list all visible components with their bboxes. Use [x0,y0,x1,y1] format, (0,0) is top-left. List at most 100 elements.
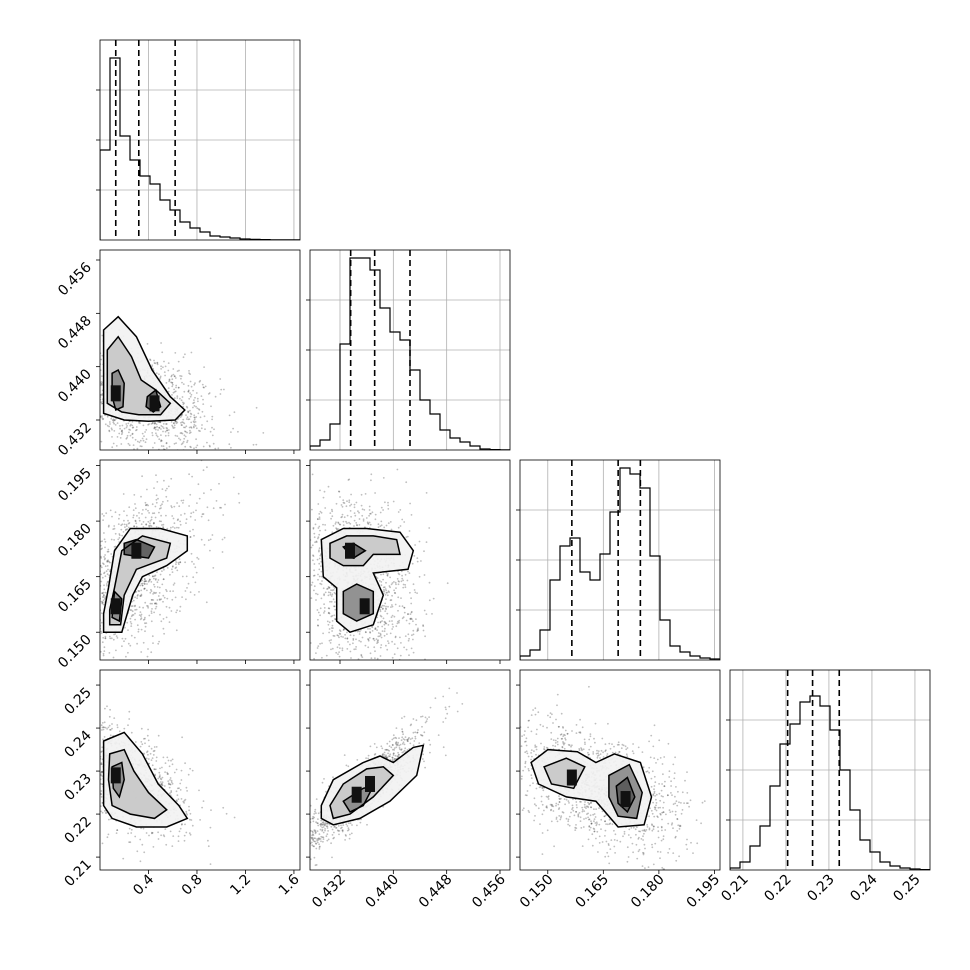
density-peak [110,385,121,402]
scatter-point [135,428,138,431]
scatter-point [188,426,191,429]
scatter-point [339,523,342,526]
scatter-point [407,613,409,615]
scatter-point [188,832,191,835]
scatter-point [397,609,399,612]
scatter-point [178,369,180,372]
scatter-point [101,726,104,729]
scatter-point [141,579,144,582]
scatter-point [311,544,314,547]
scatter-point [127,629,129,631]
scatter-point [189,431,192,434]
scatter-point [189,395,192,398]
scatter-point [314,832,317,835]
scatter-point [347,479,350,481]
scatter-point [162,834,165,836]
scatter-point [407,639,410,642]
scatter-point [380,606,383,608]
scatter-point [324,507,327,509]
scatter-point [209,826,212,829]
scatter-point [195,427,198,430]
scatter-point [168,379,171,382]
scatter-point [101,602,104,605]
scatter-point [119,437,122,439]
scatter-point [160,342,163,344]
scatter-point [381,608,384,610]
scatter-point [403,749,406,752]
scatter-point [121,424,124,427]
scatter-point [130,615,133,618]
scatter-point [360,504,363,507]
scatter-point [355,522,358,524]
scatter-point [342,524,345,526]
scatter-point [159,599,161,601]
scatter-point [147,504,150,507]
scatter-point [158,421,161,423]
scatter-point [133,605,136,608]
scatter-point [379,608,382,611]
scatter-point [141,743,144,746]
scatter-point [401,574,403,577]
scatter-point [178,830,181,833]
scatter-point [150,423,153,425]
scatter-point [103,726,105,729]
scatter-point [145,832,148,834]
scatter-point [127,522,130,525]
scatter-point [392,500,395,503]
scatter-point [101,592,103,595]
scatter-point [426,718,429,720]
scatter-point [103,736,106,738]
scatter-point [160,445,163,447]
scatter-point [161,488,164,490]
scatter-point [185,575,188,578]
scatter-point [145,523,148,526]
scatter-point [150,620,153,623]
scatter-point [393,591,396,594]
scatter-point [157,497,159,500]
scatter-point [371,630,374,632]
scatter-point [390,606,392,608]
scatter-point [341,513,344,516]
scatter-point [317,536,320,539]
scatter-point [419,734,422,736]
density-panel-1-2 [96,249,301,454]
scatter-point [102,738,104,741]
density-peak [131,542,142,559]
scatter-point [154,428,157,431]
scatter-point [148,423,151,425]
scatter-point [155,760,158,762]
scatter-point [167,783,170,786]
scatter-point [385,605,387,608]
scatter-point [394,581,397,584]
scatter-point [333,635,336,637]
scatter-point [180,443,183,446]
scatter-point [120,528,123,531]
scatter-point [401,577,404,580]
scatter-point [329,642,332,644]
scatter-point [224,503,226,506]
scatter-point [385,572,388,574]
scatter-point [186,790,189,792]
scatter-point [386,648,389,651]
scatter-point [178,787,180,790]
density-peak [359,598,370,615]
scatter-point [165,590,168,593]
scatter-point [175,422,178,425]
scatter-point [342,499,345,501]
scatter-point [398,573,401,576]
scatter-point [368,505,371,508]
scatter-point [391,628,394,630]
scatter-point [125,525,128,527]
scatter-point [206,466,208,469]
scatter-point [406,535,409,538]
scatter-point [182,356,185,359]
scatter-point [103,584,105,587]
scatter-point [331,508,333,511]
scatter-point [167,759,170,762]
scatter-point [100,557,103,559]
scatter-point [328,607,331,610]
scatter-point [110,553,113,555]
scatter-point [333,591,336,594]
scatter-point [103,594,105,596]
scatter-point [156,481,159,483]
